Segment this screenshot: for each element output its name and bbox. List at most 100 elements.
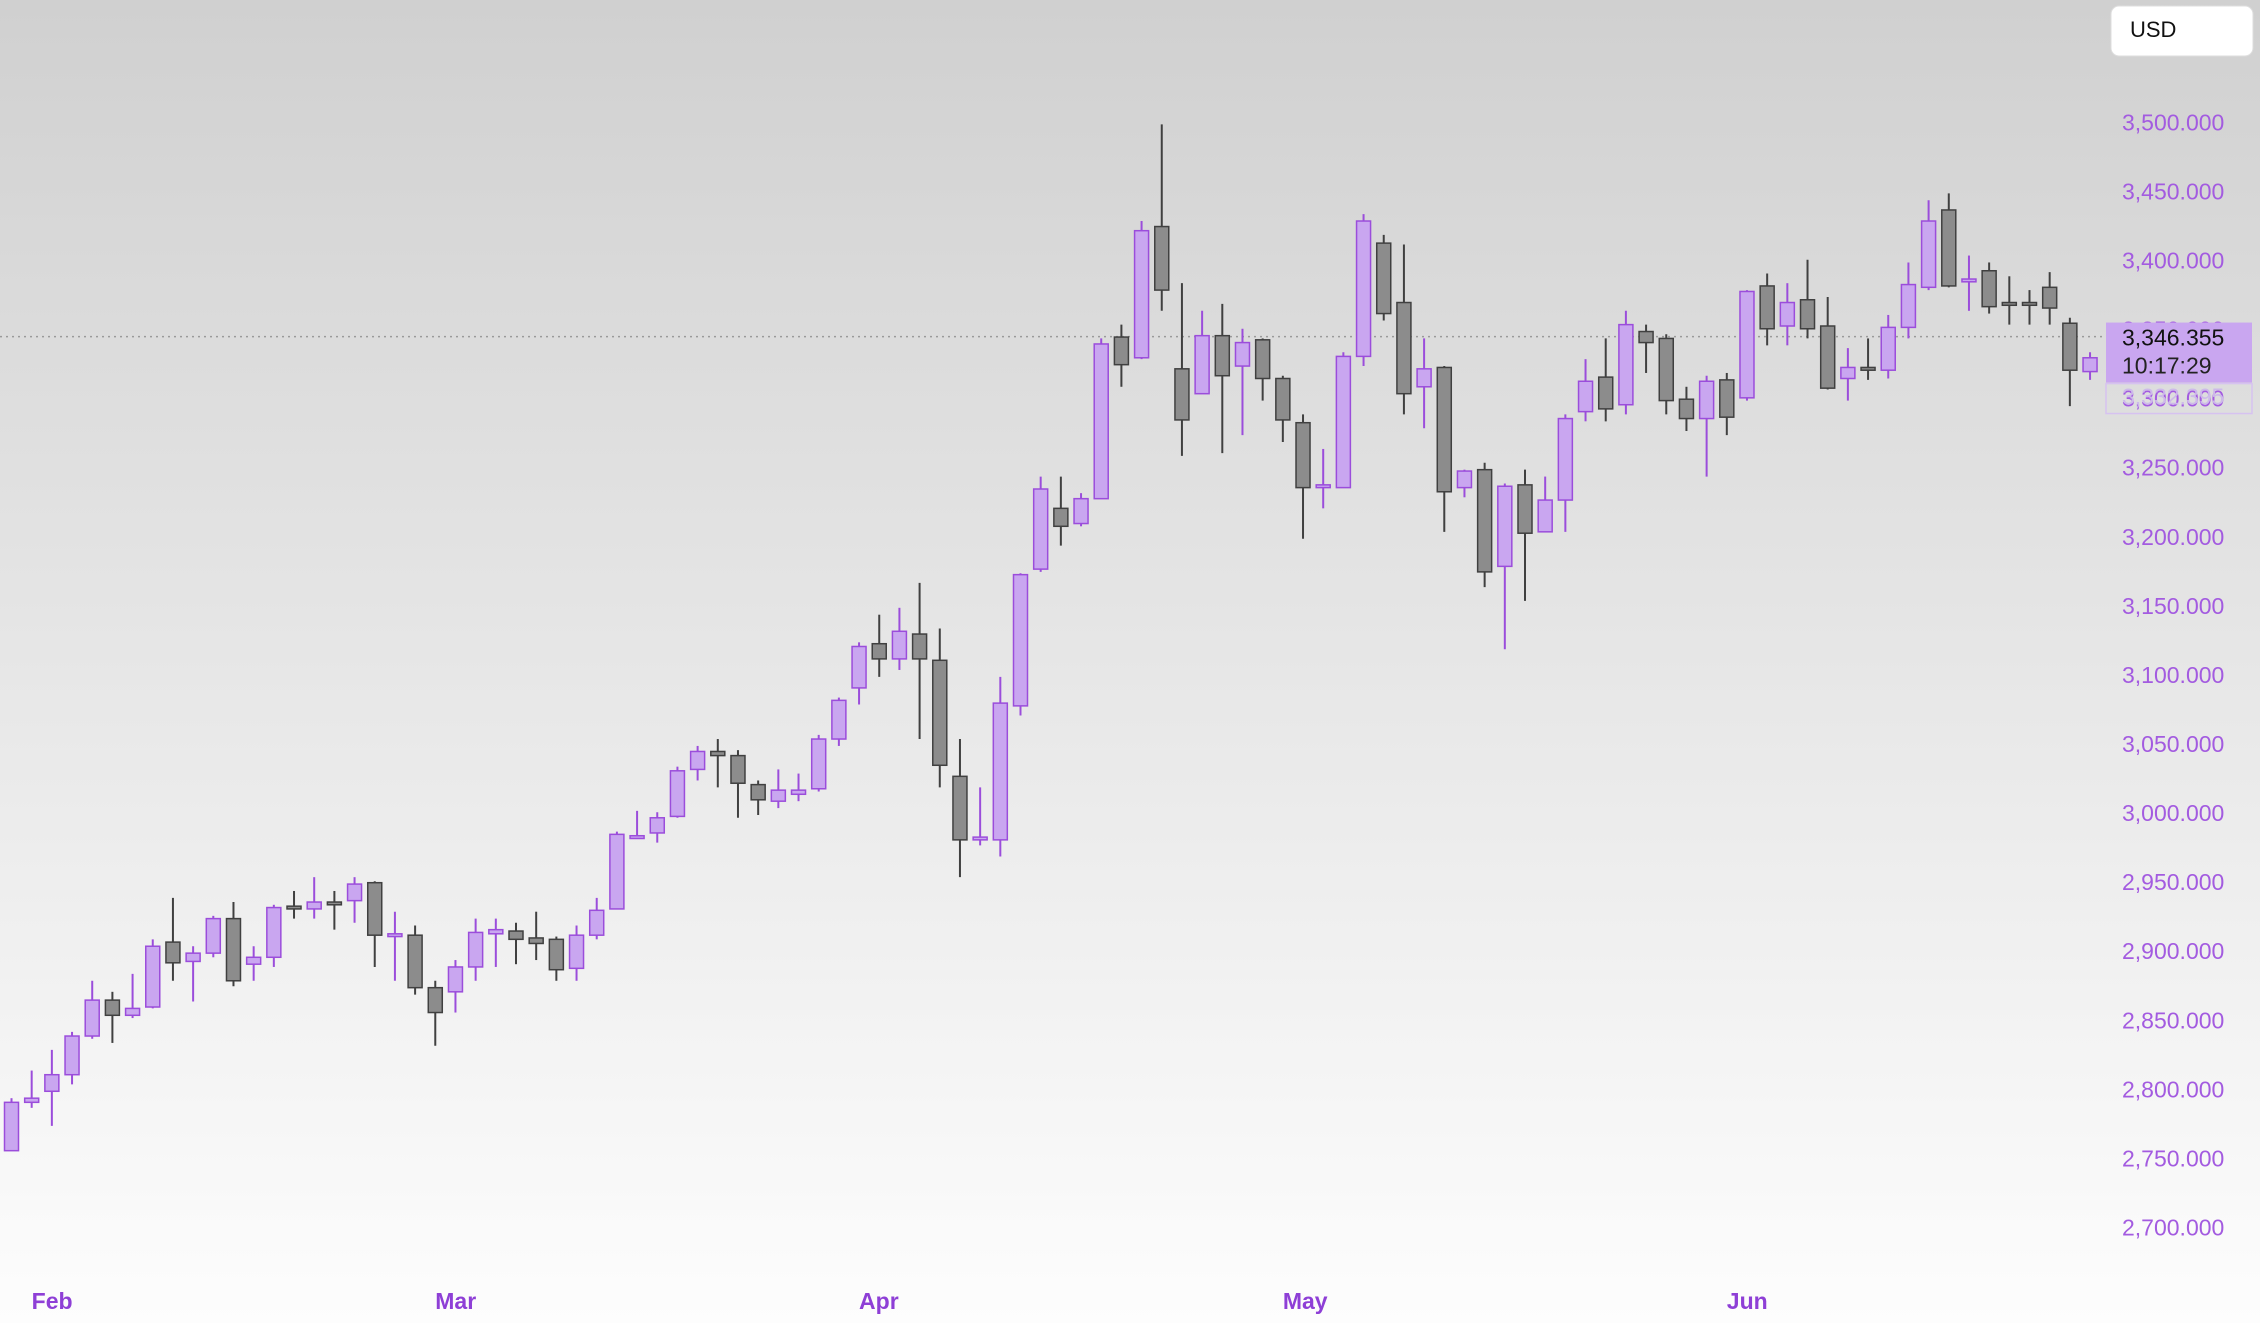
candle-body	[770, 789, 787, 802]
candle-body	[790, 789, 807, 796]
candle-body	[1174, 368, 1190, 421]
last-price-label: 3,346.355	[2122, 325, 2224, 351]
button-box[interactable]	[2110, 5, 2254, 57]
candle-body	[306, 901, 322, 910]
candle-body	[23, 1097, 40, 1104]
candle-body	[488, 928, 504, 935]
candle-body	[1920, 220, 1937, 289]
candle-body	[225, 917, 242, 982]
y-tick-label: 3,150.000	[2122, 593, 2224, 619]
candle-body	[1113, 336, 1130, 366]
candle-body	[1719, 379, 1735, 418]
candle-body	[1819, 325, 1836, 389]
candle-body	[266, 906, 282, 959]
candle-body	[1275, 377, 1291, 421]
x-tick-label: Apr	[859, 1288, 899, 1314]
candle-body	[669, 770, 686, 818]
candle-body	[831, 699, 847, 740]
prev-price-box	[2105, 382, 2253, 415]
candle-body	[326, 901, 343, 906]
candle-body	[1093, 343, 1109, 500]
candle-body	[508, 930, 524, 941]
candle-body	[1517, 484, 1533, 534]
y-tick-label: 2,700.000	[2122, 1214, 2224, 1240]
prev-price-label: 3,332.395	[2122, 384, 2224, 410]
candle-body	[1638, 330, 1654, 344]
candle-body	[1961, 278, 1977, 283]
candle-body	[1678, 398, 1695, 420]
candle-body	[1456, 470, 1473, 489]
candle-body	[2001, 301, 2018, 307]
candle-body	[1416, 368, 1432, 388]
y-tick-label: 3,400.000	[2122, 248, 2224, 274]
candle-body	[1355, 220, 1372, 358]
y-tick-label: 2,850.000	[2122, 1007, 2224, 1033]
y-tick-label: 3,300.000	[2122, 386, 2224, 412]
candle-body	[1214, 334, 1231, 377]
candle-body	[145, 945, 161, 1008]
candle-body	[205, 917, 222, 954]
candle-body	[1254, 339, 1271, 380]
candle-body	[810, 738, 827, 790]
candle-body	[124, 1007, 141, 1017]
candle-body	[1194, 334, 1210, 395]
currency-button[interactable]: USD	[2110, 5, 2254, 57]
candle-body	[1900, 283, 1917, 329]
y-tick-label: 2,750.000	[2122, 1145, 2224, 1171]
candle-body	[467, 931, 484, 968]
candle-body	[1335, 355, 1352, 489]
candle-body	[1840, 366, 1856, 380]
candle-body	[1073, 497, 1089, 525]
candle-body	[185, 952, 201, 963]
candle-body	[1597, 376, 1614, 410]
candle-body	[1396, 301, 1412, 395]
candle-body	[851, 645, 867, 689]
candle-body	[1557, 417, 1574, 501]
candle-body	[447, 966, 464, 993]
candle-body	[1497, 485, 1513, 568]
y-tick-label: 2,950.000	[2122, 869, 2224, 895]
candle-body	[932, 659, 948, 767]
candle-body	[1295, 421, 1311, 489]
candle-body	[972, 836, 988, 841]
x-tick-label: Mar	[435, 1288, 476, 1314]
x-tick-label: Jun	[1727, 1288, 1768, 1314]
last-price-box	[2106, 322, 2252, 383]
candle-body	[1577, 380, 1594, 413]
candle-body	[64, 1035, 80, 1076]
candle-body	[710, 750, 726, 757]
candle-body	[1032, 488, 1049, 570]
candle-body	[568, 934, 585, 970]
candle-body	[1981, 269, 1997, 308]
candle-body	[2082, 357, 2098, 373]
candle-body	[1234, 341, 1251, 367]
y-tick-label: 3,250.000	[2122, 455, 2224, 481]
candle-body	[952, 775, 968, 841]
candle-body	[1315, 484, 1331, 489]
candle-body	[911, 633, 928, 660]
candle-body	[1133, 229, 1150, 359]
y-tick-label: 2,900.000	[2122, 938, 2224, 964]
candle-body	[689, 750, 706, 771]
y-tick-label: 3,500.000	[2122, 109, 2224, 135]
candle-body	[609, 833, 625, 910]
candle-body	[1053, 507, 1069, 528]
candle-body	[1860, 366, 1876, 371]
candle-body	[1799, 299, 1816, 330]
candle-body	[992, 702, 1009, 841]
candle-body	[1012, 573, 1029, 707]
candle-body	[387, 933, 403, 938]
y-tick-label: 3,000.000	[2122, 800, 2224, 826]
candle-body	[891, 630, 908, 660]
candle-body	[1537, 499, 1553, 533]
candle-body	[1375, 242, 1392, 315]
candle-body	[245, 956, 262, 965]
button-label[interactable]: USD	[2130, 17, 2176, 42]
candle-body	[1779, 301, 1796, 327]
candle-body	[730, 754, 746, 784]
candle-body	[528, 937, 544, 945]
candle-body	[1698, 380, 1715, 420]
